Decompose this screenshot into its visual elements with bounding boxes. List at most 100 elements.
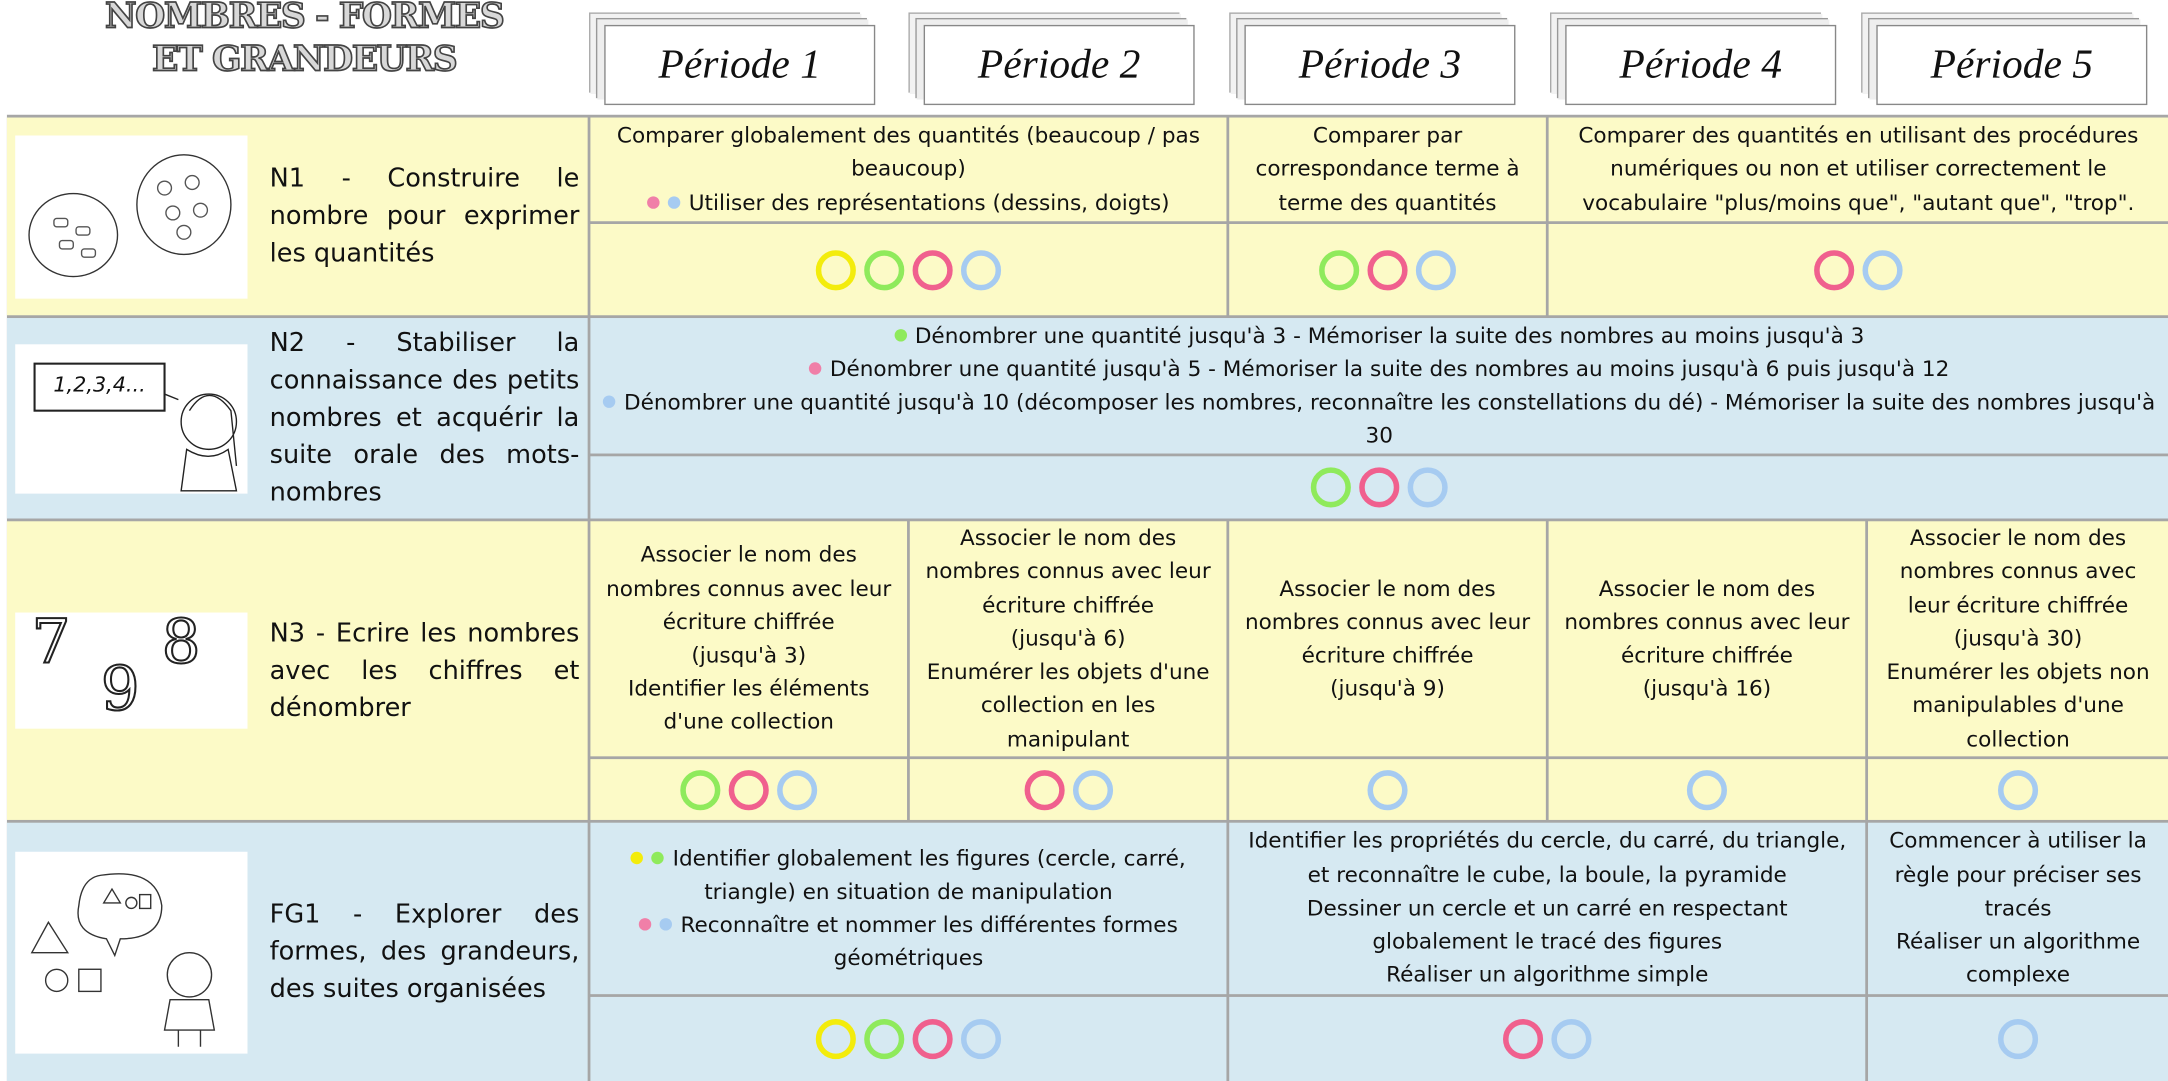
level-dot bbox=[668, 195, 681, 209]
level-rings bbox=[1229, 759, 1546, 820]
level-ring bbox=[1407, 467, 1448, 508]
level-ring bbox=[1359, 467, 1400, 508]
content-cell: Associer le nom des nombres connus avec … bbox=[1548, 521, 1866, 757]
objective: Réaliser un algorithme complexe bbox=[1895, 929, 2141, 988]
level-ring bbox=[1998, 1019, 2039, 1060]
level-ring bbox=[1310, 467, 1351, 508]
objective: Dénombrer une quantité jusqu'à 10 (décom… bbox=[599, 386, 2160, 453]
level-rings bbox=[590, 456, 2168, 519]
level-rings bbox=[1548, 759, 1866, 820]
content-cell: Commencer à utiliser la règle pour préci… bbox=[1868, 822, 2168, 995]
level-ring bbox=[1502, 1019, 1544, 1060]
illustration: 1,2,3,4... bbox=[15, 343, 248, 493]
skill-label: FG1 - Explorer des formes, des grandeurs… bbox=[269, 900, 580, 1004]
skill-cell: N1 - Construire le nombre pour exprimer … bbox=[6, 117, 588, 316]
level-rings bbox=[590, 996, 1227, 1081]
level-ring bbox=[912, 249, 953, 290]
illustration-text: 1,2,3,4... bbox=[53, 371, 146, 397]
objective: Identifier les propriétés du cercle, du … bbox=[1248, 828, 1847, 888]
objective: Reconnaître et nommer les différentes fo… bbox=[599, 908, 1218, 975]
level-rings bbox=[1229, 223, 1546, 316]
objective: Associer le nom des nombres connus avec … bbox=[1564, 576, 1850, 668]
objective: Commencer à utiliser la règle pour préci… bbox=[1889, 828, 2147, 921]
objective: Réaliser un algorithme simple bbox=[1386, 962, 1709, 988]
level-ring bbox=[912, 1019, 953, 1060]
content-cell: Comparer par correspondance terme à term… bbox=[1229, 117, 1546, 222]
objective: Associer le nom des nombres connus avec … bbox=[606, 542, 892, 635]
objective-text: Dénombrer une quantité jusqu'à 10 (décom… bbox=[623, 389, 2156, 449]
objective: Identifier les éléments d'une collection bbox=[627, 676, 870, 735]
objective: Identifier globalement les figures (cerc… bbox=[599, 842, 1218, 909]
objective: Comparer des quantités en utilisant des … bbox=[1578, 123, 2139, 216]
objective: Comparer par correspondance terme à term… bbox=[1255, 123, 1520, 216]
level-dot bbox=[639, 918, 652, 931]
illustration: 7 8 9 bbox=[15, 606, 248, 729]
illustration-drawing bbox=[33, 361, 238, 491]
level-rings bbox=[1868, 759, 2168, 820]
content-cell: Associer le nom des nombres connus avec … bbox=[590, 521, 908, 757]
level-ring bbox=[1023, 769, 1064, 810]
level-ring bbox=[1551, 1019, 1592, 1060]
objective: Associer le nom des nombres connus avec … bbox=[925, 525, 1211, 618]
level-dot bbox=[809, 361, 822, 375]
period-tab: Période 1 bbox=[604, 24, 876, 106]
level-ring bbox=[1814, 249, 1855, 290]
level-ring bbox=[960, 1019, 1002, 1060]
skill-label: N2 - Stabiliser la connaissance des peti… bbox=[269, 329, 580, 508]
level-ring bbox=[1686, 769, 1727, 810]
title-line: NOMBRES - FORMES bbox=[104, 0, 506, 37]
level-ring bbox=[1998, 769, 2039, 810]
level-ring bbox=[1862, 249, 1903, 290]
skill-label: N1 - Construire le nombre pour exprimer … bbox=[269, 164, 580, 269]
content-cell: Associer le nom des nombres connus avec … bbox=[1229, 521, 1546, 757]
level-ring bbox=[680, 769, 721, 810]
skill-cell: 1,2,3,4... N2 - Stabiliser la connaissan… bbox=[6, 318, 588, 519]
objective-text: Dénombrer une quantité jusqu'à 3 - Mémor… bbox=[914, 322, 1865, 348]
level-dot bbox=[647, 195, 660, 209]
level-dot bbox=[894, 328, 907, 341]
objective: Dessiner un cercle et un carré en respec… bbox=[1306, 895, 1788, 955]
objective: Comparer globalement des quantités (beau… bbox=[616, 123, 1200, 182]
period-tab: Période 5 bbox=[1876, 24, 2148, 106]
objective: (jusqu'à 30) bbox=[1953, 626, 2083, 652]
level-dot bbox=[603, 395, 616, 408]
objective: Dénombrer une quantité jusqu'à 5 - Mémor… bbox=[809, 352, 1949, 385]
objective: (jusqu'à 3) bbox=[691, 642, 807, 668]
illustration-drawing bbox=[28, 153, 232, 277]
level-ring bbox=[777, 769, 818, 810]
table: N1 - Construire le nombre pour exprimer … bbox=[6, 114, 2168, 1081]
level-ring bbox=[815, 249, 856, 290]
title-line: ET GRANDEURS bbox=[151, 38, 458, 80]
objective: (jusqu'à 16) bbox=[1642, 676, 1772, 702]
level-rings bbox=[590, 759, 908, 820]
objective: Associer le nom des nombres connus avec … bbox=[1244, 576, 1531, 668]
objective-text: Reconnaître et nommer les différentes fo… bbox=[680, 912, 1178, 971]
objective: Dénombrer une quantité jusqu'à 3 - Mémor… bbox=[894, 319, 1864, 352]
level-ring bbox=[864, 1019, 905, 1060]
content-cell: Dénombrer une quantité jusqu'à 3 - Mémor… bbox=[590, 318, 2168, 454]
title: NOMBRES - FORMES ET GRANDEURS bbox=[83, 0, 525, 80]
content-cell: Identifier globalement les figures (cerc… bbox=[590, 822, 1227, 995]
illustration bbox=[15, 134, 248, 298]
objective: Enumérer les objets d'une collection en … bbox=[926, 659, 1210, 752]
period-tab: Période 4 bbox=[1565, 24, 1837, 106]
level-rings bbox=[1229, 996, 1866, 1081]
illustration-drawing bbox=[30, 872, 216, 1047]
level-ring bbox=[1415, 249, 1456, 290]
illustration-digit: 9 bbox=[100, 653, 141, 726]
content-cell: Identifier les propriétés du cercle, du … bbox=[1229, 822, 1866, 995]
objective: Utiliser des représentations (dessins, d… bbox=[647, 186, 1170, 219]
objective-text: Utiliser des représentations (dessins, d… bbox=[688, 190, 1170, 216]
content-cell: Associer le nom des nombres connus avec … bbox=[1868, 521, 2168, 757]
content-cell: Associer le nom des nombres connus avec … bbox=[909, 521, 1227, 757]
period-tab: Période 2 bbox=[923, 24, 1195, 106]
level-rings bbox=[590, 223, 1227, 316]
skill-cell: FG1 - Explorer des formes, des grandeurs… bbox=[6, 822, 588, 1081]
objective: Enumérer les objets non manipulables d'u… bbox=[1886, 659, 2150, 752]
level-rings bbox=[909, 759, 1227, 820]
level-dot bbox=[631, 851, 644, 864]
content-cell: Comparer des quantités en utilisant des … bbox=[1548, 117, 2168, 222]
skill-cell: 7 8 9 N3 - Ecrire les nombres avec les c… bbox=[6, 521, 588, 820]
objective-text: Identifier globalement les figures (cerc… bbox=[672, 845, 1186, 905]
